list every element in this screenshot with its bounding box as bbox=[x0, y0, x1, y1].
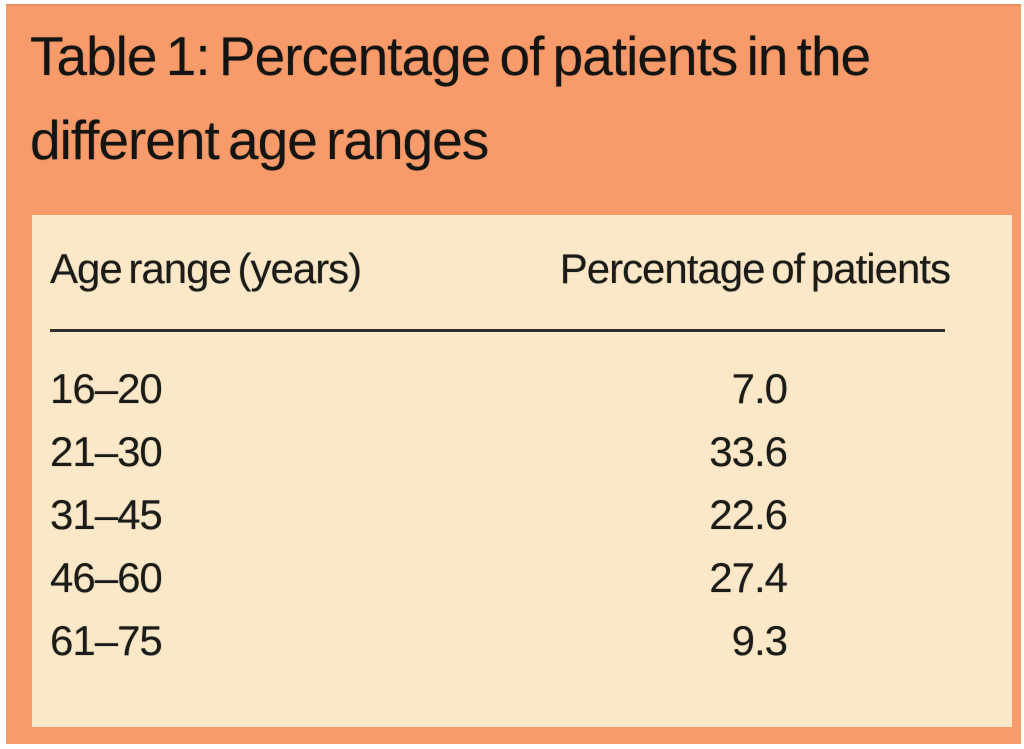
table-title: Table 1: Percentage of patients in the d… bbox=[30, 25, 871, 171]
table-row: 21–30 33.6 bbox=[32, 420, 1012, 483]
cell-percentage: 33.6 bbox=[709, 427, 788, 475]
column-header-percentage: Percentage of patients bbox=[559, 245, 951, 292]
table-row: 46–60 27.4 bbox=[32, 546, 1012, 609]
cell-percentage: 7.0 bbox=[731, 364, 788, 412]
table-rows: 16–20 7.0 21–30 33.6 31–45 22.6 46–60 27… bbox=[32, 357, 1012, 672]
cell-age-range: 16–20 bbox=[50, 364, 163, 412]
table-body: Age range (years) Percentage of patients… bbox=[32, 215, 1012, 727]
cell-age-range: 31–45 bbox=[50, 490, 163, 538]
column-header-age-range: Age range (years) bbox=[50, 245, 362, 292]
table-panel: Table 1: Percentage of patients in the d… bbox=[6, 4, 1021, 744]
cell-percentage: 9.3 bbox=[731, 616, 788, 664]
cell-percentage: 22.6 bbox=[709, 490, 788, 538]
table-row: 61–75 9.3 bbox=[32, 609, 1012, 672]
table-row: 31–45 22.6 bbox=[32, 483, 1012, 546]
cell-age-range: 21–30 bbox=[50, 427, 163, 475]
cell-age-range: 61–75 bbox=[50, 616, 163, 664]
table-row: 16–20 7.0 bbox=[32, 357, 1012, 420]
cell-percentage: 27.4 bbox=[709, 553, 788, 601]
cell-age-range: 46–60 bbox=[50, 553, 163, 601]
header-rule bbox=[50, 329, 945, 332]
table-header-row: Age range (years) Percentage of patients bbox=[32, 245, 1012, 293]
